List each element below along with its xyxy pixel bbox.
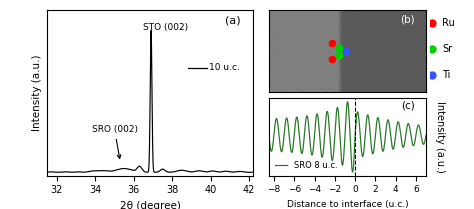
Text: Ru: Ru [442, 18, 455, 28]
Point [335, 46, 342, 49]
Text: Sr: Sr [442, 44, 452, 54]
Point [328, 41, 336, 45]
Text: Intensity (a.u.): Intensity (a.u.) [435, 101, 445, 173]
Point [342, 50, 349, 53]
Text: SRO (002): SRO (002) [91, 125, 137, 158]
Legend: SRO 8 u.c.: SRO 8 u.c. [273, 159, 339, 171]
Y-axis label: Intensity (a.u.): Intensity (a.u.) [32, 55, 42, 131]
Text: (c): (c) [401, 101, 415, 111]
Text: STO (002): STO (002) [144, 23, 189, 32]
Point [328, 58, 336, 61]
Text: (a): (a) [225, 15, 240, 25]
Text: (b): (b) [401, 14, 415, 24]
Text: 10 u.c.: 10 u.c. [209, 63, 239, 72]
Text: Ti: Ti [442, 70, 450, 80]
X-axis label: 2θ (degree): 2θ (degree) [119, 201, 181, 209]
X-axis label: Distance to interface (u.c.): Distance to interface (u.c.) [287, 200, 408, 209]
Point [335, 53, 342, 56]
